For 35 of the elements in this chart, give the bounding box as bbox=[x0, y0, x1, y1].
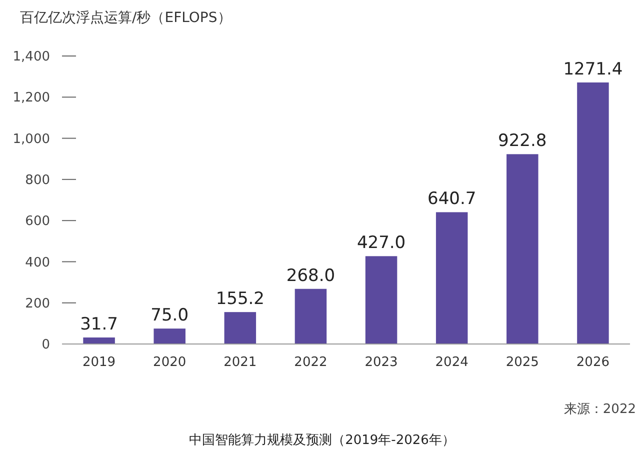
data-label: 268.0 bbox=[286, 266, 336, 286]
bar bbox=[577, 82, 609, 344]
y-tick-label: 200 bbox=[25, 296, 50, 312]
data-label: 922.8 bbox=[498, 131, 547, 152]
data-label: 75.0 bbox=[150, 306, 189, 326]
y-tick-label: 1,000 bbox=[12, 132, 50, 147]
x-tick-label: 2020 bbox=[153, 355, 186, 370]
y-axis-title: 百亿亿次浮点运算/秒（EFLOPS） bbox=[20, 10, 232, 26]
y-tick-label: 1,200 bbox=[12, 90, 50, 106]
y-tick-label: 600 bbox=[25, 214, 50, 230]
bar bbox=[436, 212, 468, 344]
bar bbox=[224, 312, 256, 344]
x-tick-label: 2022 bbox=[294, 355, 328, 370]
data-label: 155.2 bbox=[216, 289, 264, 310]
x-tick-label: 2024 bbox=[435, 355, 468, 370]
data-label: 1271.4 bbox=[563, 59, 623, 80]
bar bbox=[294, 288, 327, 344]
text: 中国智能算力规模及预测（2019年-2026年） bbox=[189, 433, 455, 448]
y-tick-label: 0 bbox=[42, 338, 50, 353]
data-label: 640.7 bbox=[428, 189, 476, 210]
x-tick-label: 2021 bbox=[224, 355, 257, 370]
data-label: 427.0 bbox=[356, 233, 406, 254]
source-note: 来源：2022 bbox=[564, 402, 636, 417]
data-label: 31.7 bbox=[80, 314, 118, 334]
bar bbox=[83, 337, 115, 344]
bar bbox=[506, 154, 538, 344]
x-tick-label: 2025 bbox=[506, 355, 539, 370]
x-tick-label: 2023 bbox=[364, 355, 398, 370]
x-tick-label: 2026 bbox=[576, 355, 610, 370]
bar bbox=[365, 256, 398, 344]
y-tick-label: 400 bbox=[25, 255, 50, 270]
x-tick-label: 2019 bbox=[82, 355, 116, 370]
y-tick-label: 800 bbox=[25, 172, 50, 188]
bar bbox=[154, 328, 186, 344]
y-tick-label: 1,400 bbox=[12, 50, 50, 65]
